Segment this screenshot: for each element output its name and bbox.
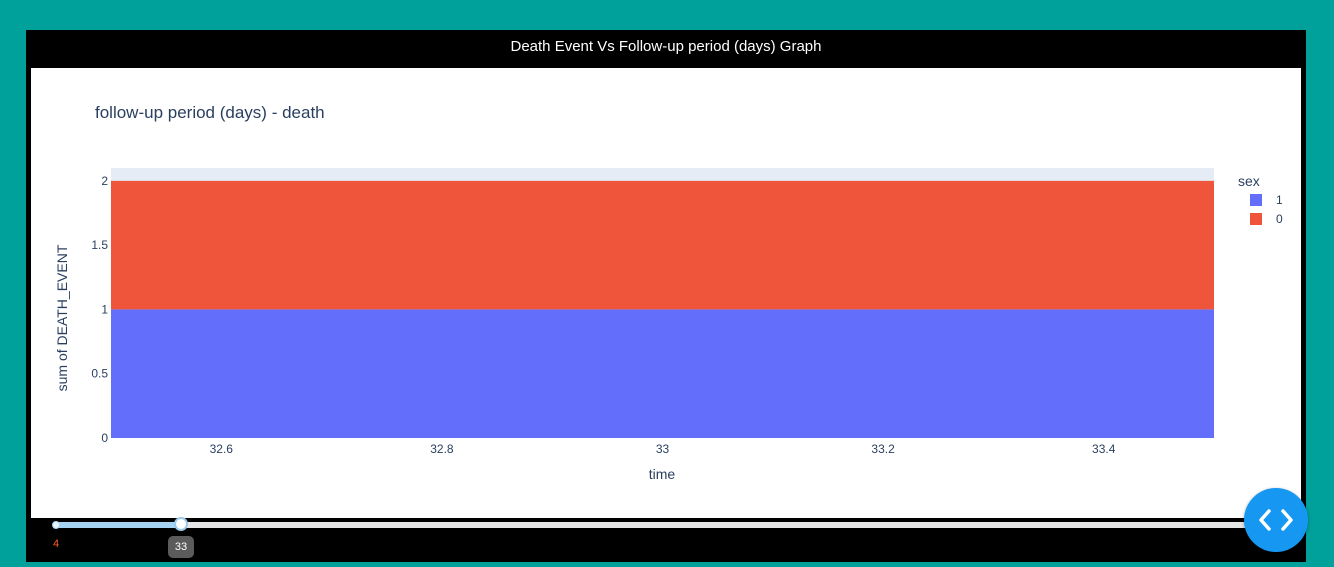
x-tick-label: 33.4 [1092, 442, 1116, 456]
chart-title: follow-up period (days) - death [95, 103, 325, 122]
y-tick-label: 1.5 [91, 238, 108, 252]
axes: 32.6 32.8 33 33.2 33.4 0 0.5 1 1.5 2 [91, 174, 1115, 456]
chart: follow-up period (days) - death 32.6 32.8… [54, 103, 1283, 482]
y-tick-label: 0.5 [91, 367, 108, 381]
x-tick-label: 32.8 [430, 442, 454, 456]
legend-title: sex [1238, 173, 1260, 189]
legend-swatch-1[interactable] [1250, 194, 1262, 206]
time-slider[interactable] [52, 517, 1276, 531]
slider-min-label: 4 [53, 538, 60, 550]
slider-thumb[interactable] [174, 517, 188, 531]
legend-swatch-0[interactable] [1250, 213, 1262, 225]
plot-area [111, 168, 1214, 438]
app-frame: Death Event Vs Follow-up period (days) G… [26, 30, 1306, 562]
y-tick-label: 1 [101, 302, 108, 316]
page-title: Death Event Vs Follow-up period (days) G… [510, 38, 822, 55]
y-axis-title: sum of DEATH_EVENT [54, 244, 70, 391]
slider-value-label: 33 [168, 536, 194, 558]
legend: sex 1 0 [1238, 173, 1283, 226]
legend-label-0[interactable]: 0 [1276, 212, 1283, 226]
code-brackets-icon [1259, 509, 1293, 531]
x-tick-label: 33.2 [871, 442, 895, 456]
code-toggle-button[interactable] [1244, 488, 1308, 552]
area-series-0 [111, 180, 1214, 310]
y-tick-label: 2 [101, 174, 108, 188]
x-tick-label: 32.6 [210, 442, 234, 456]
x-tick-label: 33 [656, 442, 670, 456]
chart-panel: follow-up period (days) - death 32.6 32.8… [31, 68, 1301, 518]
area-series-1 [111, 309, 1214, 438]
slider-start-handle[interactable] [52, 521, 60, 529]
y-tick-label: 0 [101, 431, 108, 445]
legend-label-1[interactable]: 1 [1276, 193, 1283, 207]
slider-fill [56, 522, 181, 528]
x-axis-title: time [649, 466, 676, 482]
